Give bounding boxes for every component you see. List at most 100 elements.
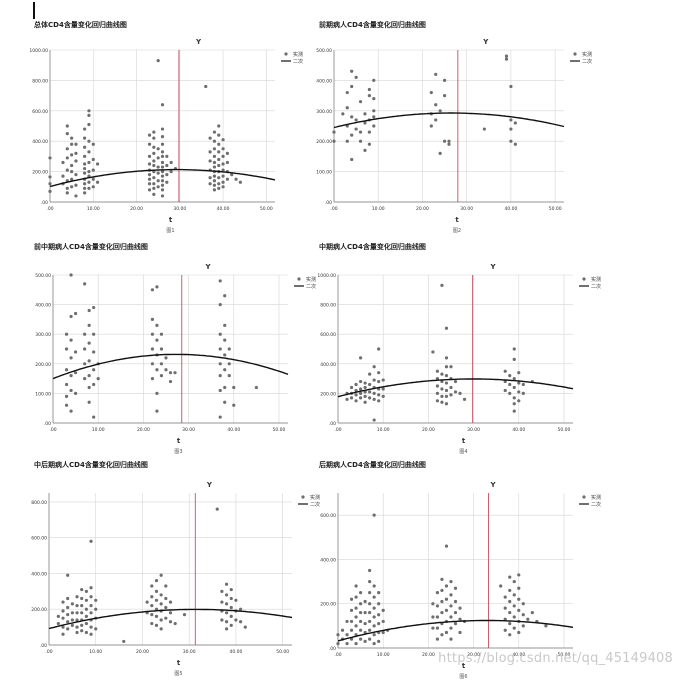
data-point <box>358 396 363 400</box>
data-point <box>83 362 87 366</box>
fit-curve <box>48 608 293 630</box>
data-point <box>70 602 74 606</box>
data-point <box>69 374 73 378</box>
data-point <box>91 157 95 162</box>
data-point <box>444 326 449 330</box>
data-point <box>449 626 453 630</box>
data-point <box>169 170 173 174</box>
data-point <box>354 393 358 397</box>
legend-label-fit: 二次 <box>591 501 601 508</box>
data-point <box>345 619 349 624</box>
data-point <box>69 356 73 360</box>
data-point <box>227 362 231 366</box>
x-tick-label: 30.00 <box>173 206 186 212</box>
data-point <box>165 180 169 184</box>
data-point <box>160 170 165 174</box>
legend-label-observed: 实测 <box>591 494 601 501</box>
chart-5: 中后期病人CD4含量变化回归曲线图 Y .00 200.00 400.00 600.00 8… <box>31 460 320 677</box>
data-point <box>345 90 349 95</box>
data-point <box>504 57 509 61</box>
y-tick-label: .00 <box>329 646 336 652</box>
data-point <box>229 623 233 627</box>
data-point <box>94 607 98 611</box>
data-point <box>87 400 91 404</box>
data-point <box>87 308 91 313</box>
data-point <box>69 314 73 319</box>
y-tick-label: 300.00 <box>35 332 51 338</box>
data-point <box>159 332 164 336</box>
data-point <box>530 610 534 615</box>
x-tick-label: 40.00 <box>512 652 525 658</box>
data-point <box>503 628 507 632</box>
y-tick-label: 800.00 <box>32 78 48 84</box>
x-tick-label: 30.00 <box>182 427 195 433</box>
data-point <box>212 139 217 143</box>
data-point <box>230 173 234 177</box>
data-point <box>70 153 74 157</box>
data-point <box>368 390 372 394</box>
data-point <box>69 338 73 342</box>
data-point <box>80 629 84 633</box>
data-point <box>544 624 548 628</box>
data-point <box>83 332 87 336</box>
data-point <box>512 402 516 406</box>
chart-title: 中后期病人CD4含量变化回归曲线图 <box>34 460 148 469</box>
data-point <box>64 347 69 351</box>
data-point <box>438 109 442 113</box>
data-point <box>212 179 217 183</box>
data-point <box>66 613 70 617</box>
data-point <box>377 347 381 351</box>
data-point <box>152 159 156 163</box>
data-point <box>238 620 243 624</box>
data-point <box>517 390 521 394</box>
data-point <box>229 614 233 618</box>
data-point <box>84 614 88 618</box>
data-point <box>221 162 225 166</box>
data-point <box>87 139 91 143</box>
data-point <box>345 139 349 143</box>
data-point <box>372 624 376 628</box>
data-point <box>508 599 512 604</box>
data-point <box>150 377 155 381</box>
data-point <box>152 192 156 196</box>
data-point <box>223 338 227 342</box>
data-point <box>234 618 238 622</box>
data-point <box>87 150 91 154</box>
data-point <box>372 391 376 395</box>
y-tick-label: 400.00 <box>35 303 51 309</box>
data-point <box>350 157 354 162</box>
data-point <box>66 573 70 577</box>
chart-title: 后期病人CD4含量变化回归曲线图 <box>319 460 426 469</box>
data-point <box>368 396 372 400</box>
data-point <box>66 620 70 624</box>
data-point <box>65 132 69 136</box>
data-point <box>358 637 363 641</box>
data-point <box>449 593 453 597</box>
y-tick-label: .00 <box>325 200 332 206</box>
data-point <box>440 283 444 287</box>
data-point <box>368 637 372 641</box>
data-point <box>349 396 354 400</box>
x-tick-label: 30.00 <box>183 649 196 655</box>
data-point <box>372 584 376 588</box>
data-point <box>70 611 74 615</box>
x-tick-label: 20.00 <box>130 206 143 212</box>
data-point <box>83 191 87 195</box>
x-tick-label: 40.00 <box>504 206 517 212</box>
data-point <box>61 616 65 620</box>
data-point <box>345 641 349 646</box>
y-axis-label: Y <box>195 38 202 46</box>
data-point <box>217 142 221 146</box>
data-point <box>61 174 65 178</box>
data-point <box>372 378 376 382</box>
data-point <box>83 347 87 351</box>
data-point <box>354 388 358 393</box>
data-point <box>449 365 453 369</box>
data-point <box>212 165 217 169</box>
data-point <box>160 165 165 169</box>
data-point <box>354 382 358 387</box>
data-point <box>83 166 87 171</box>
data-point <box>168 379 173 384</box>
x-tick-label: .00 <box>330 206 337 212</box>
data-point <box>435 384 440 388</box>
